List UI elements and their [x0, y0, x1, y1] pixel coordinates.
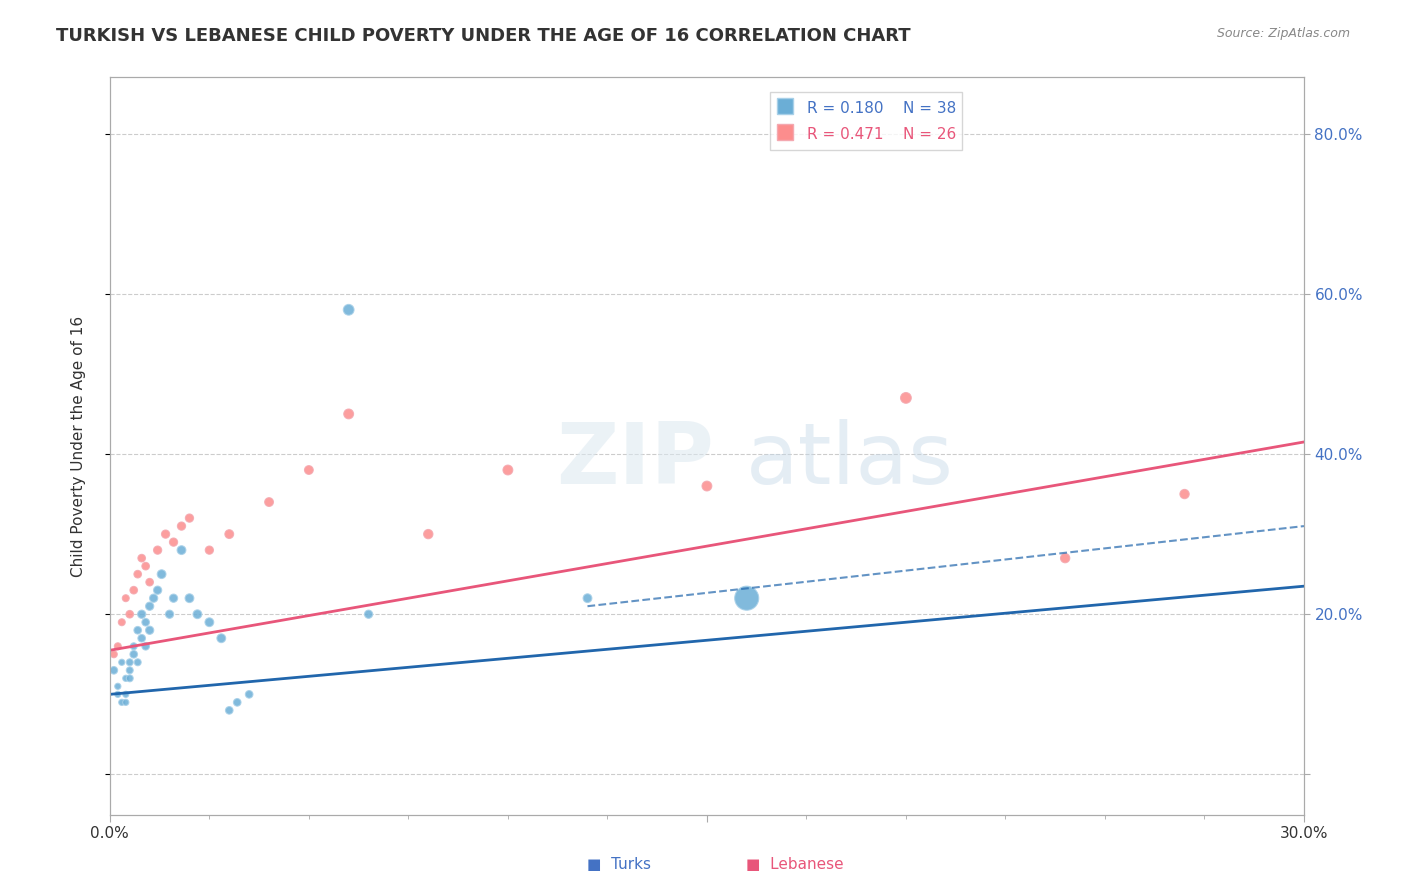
Point	[114, 591, 136, 606]
Point	[146, 543, 169, 558]
Point	[735, 591, 758, 606]
Point	[107, 679, 129, 693]
Text: Source: ZipAtlas.com: Source: ZipAtlas.com	[1216, 27, 1350, 40]
Point	[198, 543, 221, 558]
Legend: R = 0.180    N = 38, R = 0.471    N = 26: R = 0.180 N = 38, R = 0.471 N = 26	[770, 93, 962, 150]
Point	[138, 575, 160, 590]
Point	[135, 640, 157, 654]
Point	[170, 543, 193, 558]
Point	[496, 463, 519, 477]
Point	[107, 687, 129, 701]
Point	[127, 655, 149, 669]
Point	[179, 511, 201, 525]
Point	[162, 535, 184, 549]
Point	[127, 567, 149, 582]
Point	[111, 615, 134, 630]
Point	[114, 695, 136, 709]
Text: ■  Lebanese: ■ Lebanese	[745, 857, 844, 872]
Point	[127, 624, 149, 638]
Point	[418, 527, 440, 541]
Point	[103, 663, 125, 677]
Point	[118, 607, 141, 622]
Point	[118, 671, 141, 685]
Point	[1173, 487, 1195, 501]
Point	[179, 591, 201, 606]
Point	[122, 583, 145, 598]
Point	[238, 687, 260, 701]
Point	[209, 632, 232, 646]
Point	[198, 615, 221, 630]
Point	[131, 551, 153, 566]
Point	[894, 391, 917, 405]
Point	[103, 647, 125, 661]
Text: ZIP: ZIP	[557, 419, 714, 502]
Point	[122, 640, 145, 654]
Point	[142, 591, 165, 606]
Text: TURKISH VS LEBANESE CHILD POVERTY UNDER THE AGE OF 16 CORRELATION CHART: TURKISH VS LEBANESE CHILD POVERTY UNDER …	[56, 27, 911, 45]
Point	[226, 695, 249, 709]
Point	[218, 527, 240, 541]
Point	[135, 559, 157, 574]
Text: ■  Turks: ■ Turks	[586, 857, 651, 872]
Point	[337, 302, 360, 317]
Point	[298, 463, 321, 477]
Point	[131, 607, 153, 622]
Point	[114, 687, 136, 701]
Point	[107, 640, 129, 654]
Point	[1054, 551, 1077, 566]
Point	[162, 591, 184, 606]
Point	[131, 632, 153, 646]
Point	[159, 607, 181, 622]
Point	[218, 703, 240, 717]
Point	[118, 663, 141, 677]
Point	[170, 519, 193, 533]
Point	[111, 695, 134, 709]
Point	[186, 607, 208, 622]
Point	[150, 567, 173, 582]
Point	[337, 407, 360, 421]
Point	[576, 591, 599, 606]
Point	[122, 647, 145, 661]
Point	[357, 607, 380, 622]
Y-axis label: Child Poverty Under the Age of 16: Child Poverty Under the Age of 16	[72, 316, 86, 576]
Point	[146, 583, 169, 598]
Point	[135, 615, 157, 630]
Point	[118, 655, 141, 669]
Point	[111, 655, 134, 669]
Point	[257, 495, 280, 509]
Point	[114, 671, 136, 685]
Point	[155, 527, 177, 541]
Point	[138, 624, 160, 638]
Text: atlas: atlas	[747, 419, 955, 502]
Point	[696, 479, 718, 493]
Point	[138, 599, 160, 614]
